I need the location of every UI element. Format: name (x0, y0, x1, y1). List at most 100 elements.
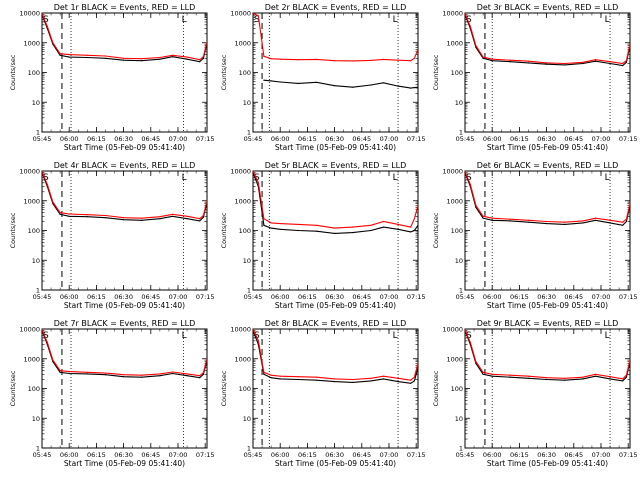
lld-point (253, 329, 254, 330)
lld-point (352, 226, 354, 228)
events-point (186, 58, 188, 60)
lld-point (186, 215, 188, 217)
lld-point (263, 371, 265, 373)
events-point (413, 87, 415, 89)
lld-point (609, 61, 611, 63)
events-point (564, 64, 566, 66)
detector-plot-7: Det 7r BLACK = Events, RED = LLD 1 10 100 10… (9, 319, 215, 468)
corner-mark-l: L (605, 173, 610, 183)
x-tick-label: 06:15 (87, 451, 106, 459)
lld-point (546, 220, 548, 223)
x-axis-label: Start Time (05-Feb-09 05:41:40) (64, 459, 185, 468)
plot-title: Det 4r BLACK = Events, RED = LLD (54, 161, 196, 170)
y-tick-label: 1 (247, 129, 251, 137)
lld-point (413, 57, 415, 59)
lld-point (622, 378, 624, 380)
events-point (622, 380, 624, 382)
lld-point (257, 15, 259, 17)
events-point (297, 229, 299, 232)
lld-point (315, 224, 318, 226)
detector-plot-2: Det 2r BLACK = Events, RED = LLD 1 10 100 10… (220, 3, 426, 152)
lld-point (625, 60, 628, 62)
corner-mark-l: L (393, 15, 398, 25)
x-tick-label: 07:15 (196, 135, 215, 143)
lld-point (546, 62, 548, 64)
lld-point (263, 218, 265, 220)
x-tick-label: 06:00 (60, 451, 79, 459)
x-axis-label: Start Time (05-Feb-09 05:41:40) (487, 301, 608, 310)
events-point (59, 213, 61, 215)
x-tick-label: 07:15 (619, 135, 638, 143)
lld-point (86, 214, 88, 216)
y-tick-label: 100 (239, 69, 251, 77)
events-point (509, 376, 511, 378)
events-point (564, 223, 566, 225)
lld-point (199, 218, 201, 220)
events-point (382, 226, 385, 228)
y-tick-label: 1 (36, 287, 40, 295)
x-tick-label: 07:00 (169, 451, 188, 459)
x-axis-label: Start Time (05-Feb-09 05:41:40) (275, 459, 396, 468)
events-point (123, 219, 125, 221)
x-tick-label: 05:45 (33, 135, 52, 143)
lld-point (279, 58, 281, 60)
lld-point (625, 218, 628, 220)
x-tick-label: 06:00 (271, 451, 290, 459)
lld-point (469, 26, 471, 28)
events-point (270, 80, 272, 82)
lld-point (270, 58, 272, 60)
lld-point (469, 184, 471, 186)
detector-plot-1: Det 1r BLACK = Events, RED = LLD 1 10 100 10… (9, 3, 215, 152)
x-tick-label: 06:45 (141, 293, 160, 301)
lld-point (382, 220, 385, 223)
events-point (594, 60, 597, 62)
corner-mark-s: S (254, 331, 260, 341)
lld-point (527, 60, 530, 62)
lld-point (253, 13, 254, 14)
y-tick-label: 100 (451, 69, 463, 77)
detector-plot-3: Det 3r BLACK = Events, RED = LLD 1 10 100 10… (432, 3, 638, 152)
events-point (334, 85, 336, 87)
y-tick-label: 100 (28, 385, 40, 393)
y-tick-label: 10 (32, 257, 40, 265)
corner-mark-s: S (254, 173, 260, 183)
lld-point (52, 359, 54, 361)
events-point (417, 224, 418, 226)
lld-point (475, 45, 477, 47)
events-point (86, 216, 88, 218)
x-tick-label: 07:15 (196, 293, 215, 301)
y-tick-label: 1000 (234, 39, 251, 47)
events-point (370, 380, 372, 382)
y-tick-label: 1000 (234, 197, 251, 205)
lld-point (297, 59, 299, 61)
lld-point (564, 377, 566, 379)
events-point (104, 57, 107, 59)
events-point (382, 82, 385, 84)
x-tick-label: 06:15 (298, 451, 317, 459)
x-tick-label: 06:30 (537, 135, 556, 143)
lld-point (397, 377, 399, 379)
lld-point (279, 375, 281, 377)
lld-point (410, 226, 412, 228)
x-tick-label: 06:30 (114, 293, 133, 301)
lld-point (68, 54, 70, 56)
lld-point (123, 57, 125, 59)
events-point (352, 232, 354, 234)
y-tick-label: 1 (459, 129, 463, 137)
events-point (475, 206, 477, 208)
events-point (397, 381, 399, 383)
lld-point (594, 217, 597, 219)
events-point (509, 220, 511, 222)
lld-point (86, 54, 88, 56)
events-point (491, 60, 493, 62)
lld-point (171, 371, 174, 373)
lld-point (582, 220, 584, 222)
x-tick-label: 06:30 (325, 451, 344, 459)
events-point (270, 377, 272, 379)
events-point (609, 222, 611, 224)
y-tick-label: 10 (32, 415, 40, 423)
y-axis-label: Counts/sec (432, 54, 440, 90)
events-point (417, 86, 418, 88)
y-tick-label: 10000 (442, 326, 463, 334)
